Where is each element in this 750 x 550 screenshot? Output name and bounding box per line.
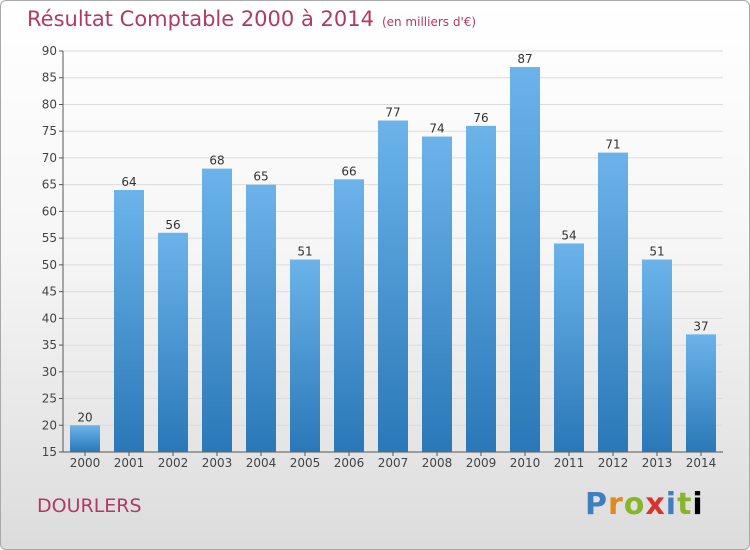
x-tick-label: 2001 bbox=[114, 456, 145, 470]
x-tick-label: 2006 bbox=[334, 456, 365, 470]
y-tick-label: 70 bbox=[42, 151, 57, 165]
x-tick-label: 2007 bbox=[378, 456, 409, 470]
x-tick-label: 2011 bbox=[554, 456, 585, 470]
data-label: 20 bbox=[77, 410, 92, 424]
chart-title: Résultat Comptable 2000 à 2014 (en millie… bbox=[27, 7, 476, 31]
place-name: DOURLERS bbox=[37, 495, 142, 517]
bar bbox=[158, 232, 188, 452]
y-tick-label: 40 bbox=[42, 311, 57, 325]
data-label: 51 bbox=[649, 245, 664, 259]
data-label: 56 bbox=[165, 218, 180, 232]
x-tick-label: 2003 bbox=[202, 456, 233, 470]
data-label: 74 bbox=[429, 122, 444, 136]
bar bbox=[598, 152, 628, 452]
y-tick-label: 55 bbox=[42, 231, 57, 245]
y-tick-label: 65 bbox=[42, 178, 57, 192]
bar bbox=[70, 425, 100, 452]
y-tick-label: 90 bbox=[42, 44, 57, 58]
y-tick-label: 30 bbox=[42, 365, 57, 379]
y-tick-label: 80 bbox=[42, 97, 57, 111]
y-tick-label: 60 bbox=[42, 204, 57, 218]
bar bbox=[202, 168, 232, 453]
y-tick-label: 15 bbox=[42, 445, 57, 459]
x-tick-label: 2004 bbox=[246, 456, 277, 470]
x-tick-label: 2010 bbox=[510, 456, 541, 470]
bar bbox=[686, 334, 716, 452]
x-tick-label: 2002 bbox=[158, 456, 189, 470]
chart-unit: (en milliers d'€) bbox=[381, 15, 477, 29]
data-label: 71 bbox=[605, 138, 620, 152]
x-tick-label: 2014 bbox=[686, 456, 717, 470]
bar bbox=[554, 243, 584, 452]
bar bbox=[510, 67, 540, 452]
data-label: 66 bbox=[341, 164, 356, 178]
brand-logo: Proxiti bbox=[585, 487, 704, 522]
data-label: 64 bbox=[121, 175, 136, 189]
y-tick-label: 25 bbox=[42, 392, 57, 406]
data-label: 37 bbox=[693, 319, 708, 333]
brand-letter: o bbox=[623, 487, 646, 522]
bar bbox=[642, 259, 672, 452]
x-tick-label: 2005 bbox=[290, 456, 321, 470]
bar bbox=[246, 184, 276, 452]
brand-letter: i bbox=[665, 487, 678, 522]
brand-letter: i bbox=[692, 487, 704, 522]
bar bbox=[334, 179, 364, 452]
y-tick-label: 75 bbox=[42, 124, 57, 138]
data-label: 65 bbox=[253, 170, 268, 184]
bar bbox=[378, 120, 408, 453]
data-label: 76 bbox=[473, 111, 488, 125]
bars bbox=[70, 67, 716, 453]
y-tick-label: 35 bbox=[42, 338, 57, 352]
labels: 20 2000 64 2001 56 2002 68 2003 65 2004 51 2005 66 20… bbox=[70, 52, 717, 470]
brand-letter: t bbox=[677, 487, 693, 522]
brand-letter: r bbox=[608, 487, 624, 522]
data-label: 54 bbox=[561, 228, 576, 242]
y-tick-label: 50 bbox=[42, 258, 57, 272]
bar bbox=[114, 190, 144, 452]
y-tick-label: 45 bbox=[42, 285, 57, 299]
y-tick-label: 85 bbox=[42, 71, 57, 85]
x-tick-label: 2000 bbox=[70, 456, 101, 470]
data-label: 51 bbox=[297, 245, 312, 259]
bar bbox=[466, 125, 496, 452]
bar bbox=[422, 136, 452, 452]
brand-letter: P bbox=[585, 487, 608, 522]
data-label: 77 bbox=[385, 106, 400, 120]
x-tick-label: 2008 bbox=[422, 456, 453, 470]
x-tick-label: 2013 bbox=[642, 456, 673, 470]
chart-title-text: Résultat Comptable 2000 à 2014 bbox=[27, 7, 374, 31]
data-label: 68 bbox=[209, 154, 224, 168]
brand-letter: x bbox=[645, 487, 666, 522]
y-tick-label: 20 bbox=[42, 418, 57, 432]
x-tick-label: 2009 bbox=[466, 456, 497, 470]
data-label: 87 bbox=[517, 52, 532, 66]
x-tick-label: 2012 bbox=[598, 456, 629, 470]
bar bbox=[290, 259, 320, 452]
